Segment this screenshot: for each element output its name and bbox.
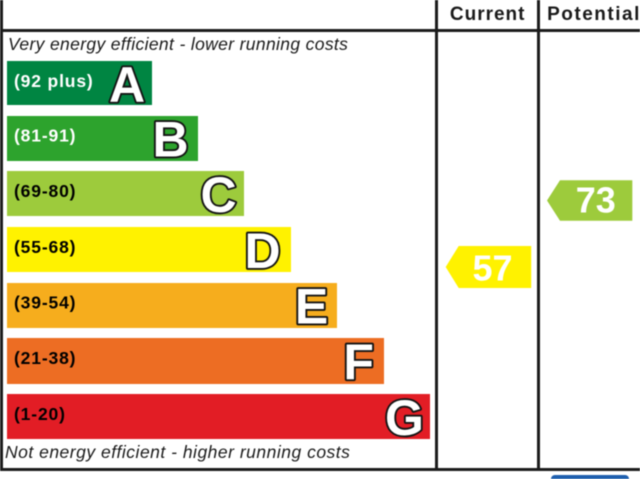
- svg-text:(21-38): (21-38): [14, 348, 76, 368]
- svg-text:(55-68): (55-68): [14, 237, 76, 257]
- svg-text:(92 plus): (92 plus): [14, 71, 94, 91]
- svg-text:A: A: [109, 57, 145, 113]
- svg-text:E: E: [295, 279, 328, 335]
- svg-text:D: D: [244, 223, 280, 279]
- svg-text:57: 57: [472, 248, 512, 289]
- svg-text:(69-80): (69-80): [14, 181, 76, 201]
- svg-text:(1-20): (1-20): [14, 404, 66, 424]
- svg-text:G: G: [385, 390, 424, 446]
- svg-text:73: 73: [576, 180, 616, 221]
- svg-text:B: B: [152, 112, 188, 168]
- svg-text:(81-91): (81-91): [14, 126, 76, 146]
- svg-text:F: F: [343, 334, 374, 390]
- svg-text:C: C: [200, 167, 236, 223]
- svg-text:(39-54): (39-54): [14, 293, 76, 313]
